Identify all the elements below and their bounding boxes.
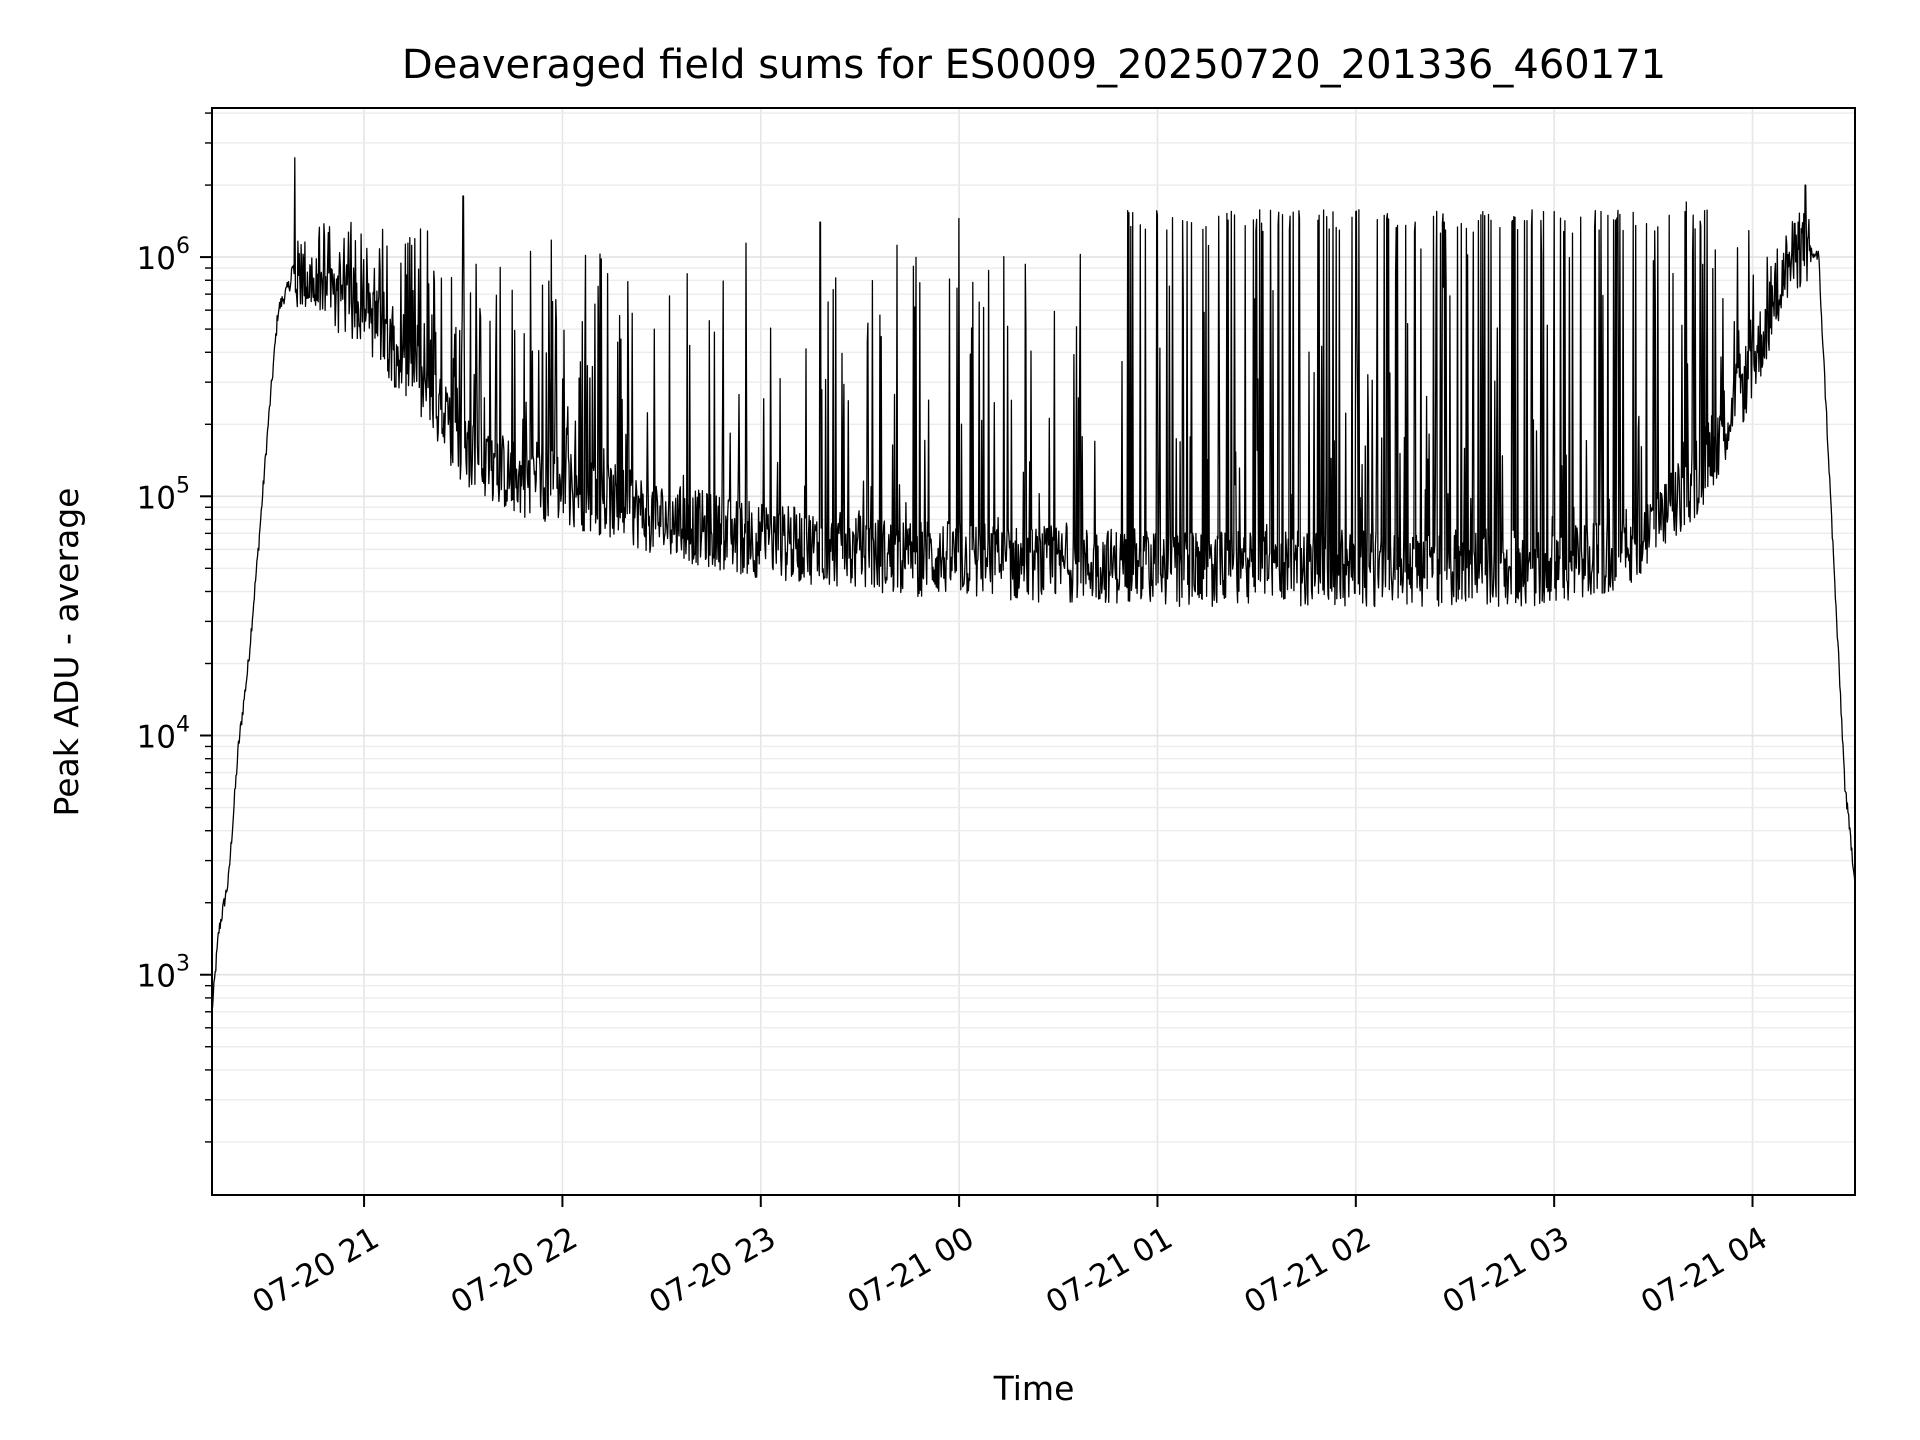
series-line <box>211 157 1856 1010</box>
y-tick-label: 103 <box>137 952 190 995</box>
axes-frame <box>211 107 1856 1196</box>
chart-title: Deaveraged field sums for ES0009_2025072… <box>402 42 1666 88</box>
y-axis-label: Peak ADU - average <box>47 488 86 817</box>
plot-area <box>211 157 1856 1010</box>
x-axis-label: Time <box>993 1369 1075 1408</box>
y-tick-label: 105 <box>137 473 190 516</box>
y-tick-exponent: 6 <box>176 234 190 259</box>
y-tick-exponent: 3 <box>176 952 190 977</box>
y-tick-base: 10 <box>137 720 176 756</box>
y-tick-label: 106 <box>137 234 190 277</box>
y-tick-label: 104 <box>137 713 190 756</box>
y-tick-base: 10 <box>137 959 176 995</box>
y-tick-base: 10 <box>137 480 176 516</box>
y-tick-exponent: 5 <box>176 473 190 498</box>
y-tick-exponent: 4 <box>176 713 190 738</box>
y-tick-base: 10 <box>137 241 176 277</box>
